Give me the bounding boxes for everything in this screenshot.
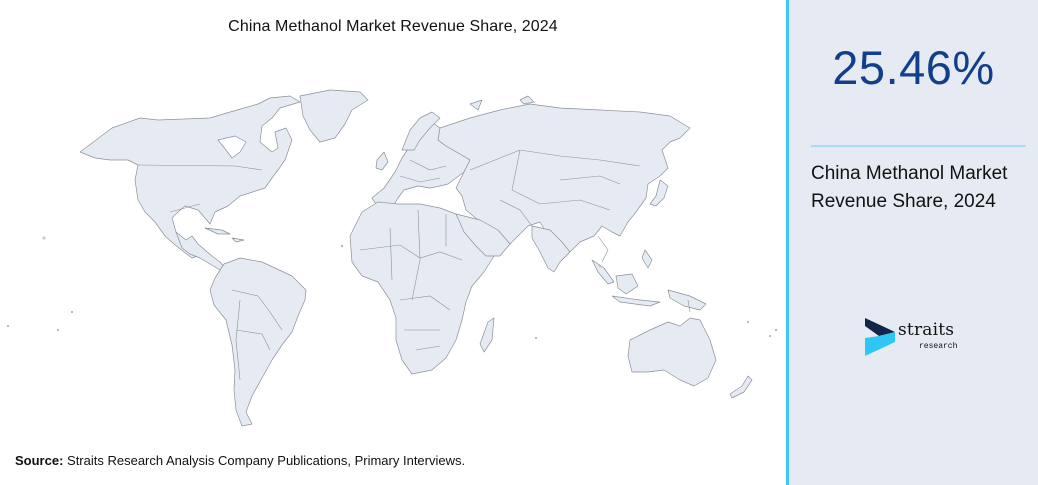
new-guinea xyxy=(667,289,707,311)
uk xyxy=(375,151,389,171)
africa xyxy=(349,201,495,375)
central-america xyxy=(175,231,226,271)
straits-research-logo: straits research xyxy=(865,318,965,358)
asia xyxy=(437,103,691,263)
straits-chevron-logo-icon xyxy=(865,318,895,356)
map-area: China Methanol Market Revenue Share, 202… xyxy=(6,18,778,468)
world-map xyxy=(6,89,778,427)
logo-wordmark: straits xyxy=(898,320,955,340)
south-america xyxy=(209,257,307,427)
panel-divider xyxy=(811,145,1026,147)
source-note: Source: Straits Research Analysis Compan… xyxy=(15,453,465,468)
arabia xyxy=(455,213,511,257)
madagascar xyxy=(479,317,495,353)
share-metric-value: 25.46% xyxy=(832,41,995,94)
australia xyxy=(627,317,717,387)
india xyxy=(531,225,571,273)
stat-panel: 25.46% China Methanol Market Revenue Sha… xyxy=(786,0,1038,485)
logo-subtext: research xyxy=(919,342,958,351)
source-text: Straits Research Analysis Company Public… xyxy=(63,453,466,468)
japan xyxy=(649,179,669,207)
greenland xyxy=(299,89,369,143)
new-zealand xyxy=(729,375,753,399)
north-america xyxy=(79,95,301,259)
share-metric-label: China Methanol Market Revenue Share, 202… xyxy=(811,163,1008,212)
map-title: China Methanol Market Revenue Share, 202… xyxy=(228,18,558,35)
source-label: Source: xyxy=(15,453,64,468)
